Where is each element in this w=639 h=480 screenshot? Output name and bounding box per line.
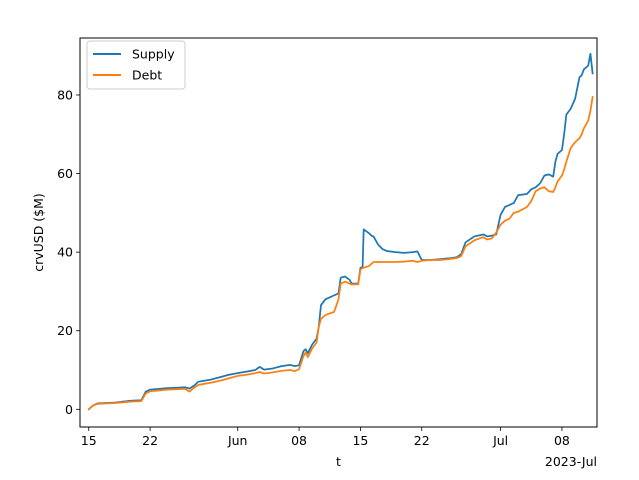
x-axis: 15 22 Jun 08 15 22 Jul 08 [81, 427, 570, 448]
x-tick-label: 15 [81, 433, 97, 448]
x-tick-label: 08 [291, 433, 307, 448]
legend-label-supply: Supply [132, 47, 175, 62]
legend-label-debt: Debt [132, 68, 162, 83]
y-tick-label: 40 [57, 245, 73, 260]
y-axis: 0 20 40 60 80 [57, 87, 80, 417]
y-tick-label: 60 [57, 166, 73, 181]
x-tick-label: 22 [142, 433, 158, 448]
x-tick-label: Jun [227, 433, 248, 448]
y-tick-label: 80 [57, 87, 73, 102]
x-tick-label: 08 [554, 433, 570, 448]
y-tick-label: 0 [65, 402, 73, 417]
x-axis-offset-label: 2023-Jul [545, 454, 597, 469]
legend: Supply Debt [86, 40, 186, 90]
y-axis-label: crvUSD ($M) [31, 193, 46, 272]
series-line-supply [87, 52, 594, 411]
x-tick-label: 22 [414, 433, 430, 448]
x-axis-label: t [336, 454, 341, 469]
y-tick-label: 20 [57, 323, 73, 338]
plot-frame [79, 37, 598, 428]
x-tick-label: 15 [352, 433, 368, 448]
x-tick-label: Jul [492, 433, 508, 448]
series-line-debt [87, 95, 594, 411]
series-layer [87, 52, 594, 411]
